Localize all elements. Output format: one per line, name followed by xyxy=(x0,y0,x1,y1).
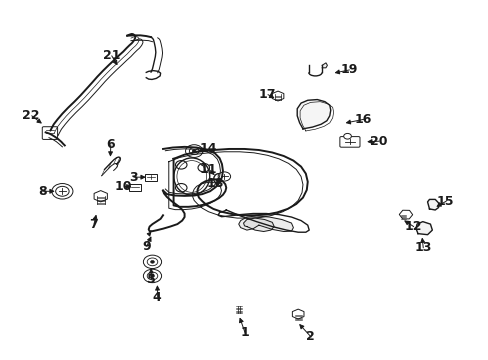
Text: 4: 4 xyxy=(153,291,162,303)
Text: 2: 2 xyxy=(305,330,314,343)
Circle shape xyxy=(150,260,154,263)
Polygon shape xyxy=(322,63,327,68)
Polygon shape xyxy=(297,100,330,129)
Circle shape xyxy=(52,184,73,199)
Circle shape xyxy=(192,150,196,153)
Text: 7: 7 xyxy=(89,217,98,231)
Text: 10: 10 xyxy=(115,180,132,193)
FancyBboxPatch shape xyxy=(144,174,157,181)
Text: 11: 11 xyxy=(200,163,217,176)
Circle shape xyxy=(218,172,230,181)
FancyBboxPatch shape xyxy=(129,184,141,190)
Circle shape xyxy=(150,275,154,277)
Polygon shape xyxy=(238,216,293,231)
Text: 17: 17 xyxy=(258,88,276,101)
FancyBboxPatch shape xyxy=(42,127,58,139)
Circle shape xyxy=(189,148,199,154)
Text: 21: 21 xyxy=(102,49,120,62)
Text: 3: 3 xyxy=(129,171,137,184)
Text: 12: 12 xyxy=(404,220,421,233)
Text: 14: 14 xyxy=(200,143,217,156)
Text: 6: 6 xyxy=(106,138,114,151)
Text: 13: 13 xyxy=(413,241,430,254)
Text: 9: 9 xyxy=(142,240,150,253)
Text: 18: 18 xyxy=(206,177,224,190)
Text: 20: 20 xyxy=(369,135,386,148)
Text: 1: 1 xyxy=(240,326,248,339)
Circle shape xyxy=(343,134,351,139)
Circle shape xyxy=(185,145,203,157)
Text: 15: 15 xyxy=(436,195,453,208)
Polygon shape xyxy=(415,222,431,235)
Text: 22: 22 xyxy=(22,109,40,122)
Text: 16: 16 xyxy=(354,113,371,126)
FancyBboxPatch shape xyxy=(339,136,359,147)
Polygon shape xyxy=(243,218,274,231)
Circle shape xyxy=(56,186,69,196)
Polygon shape xyxy=(427,199,438,210)
Text: 8: 8 xyxy=(38,185,46,198)
Text: 5: 5 xyxy=(146,273,155,286)
Text: 19: 19 xyxy=(340,63,357,76)
